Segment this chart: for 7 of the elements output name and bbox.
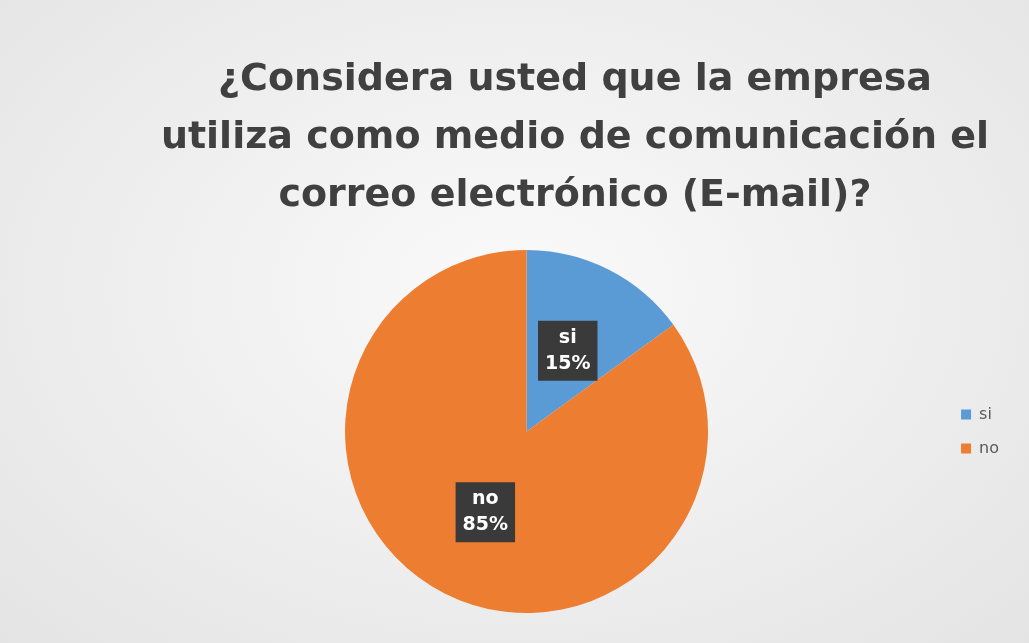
legend-label: si [979,403,992,423]
legend-label: no [979,437,1000,457]
data-label: 15% [544,350,591,373]
slice-label: no [472,486,499,509]
chart-title: ¿Considera usted que la empresa utiliza como medio de comunicación el correo electrónico (E-mail)? [159,54,991,217]
slice-label: si [558,324,577,347]
data-label: 85% [462,512,509,535]
